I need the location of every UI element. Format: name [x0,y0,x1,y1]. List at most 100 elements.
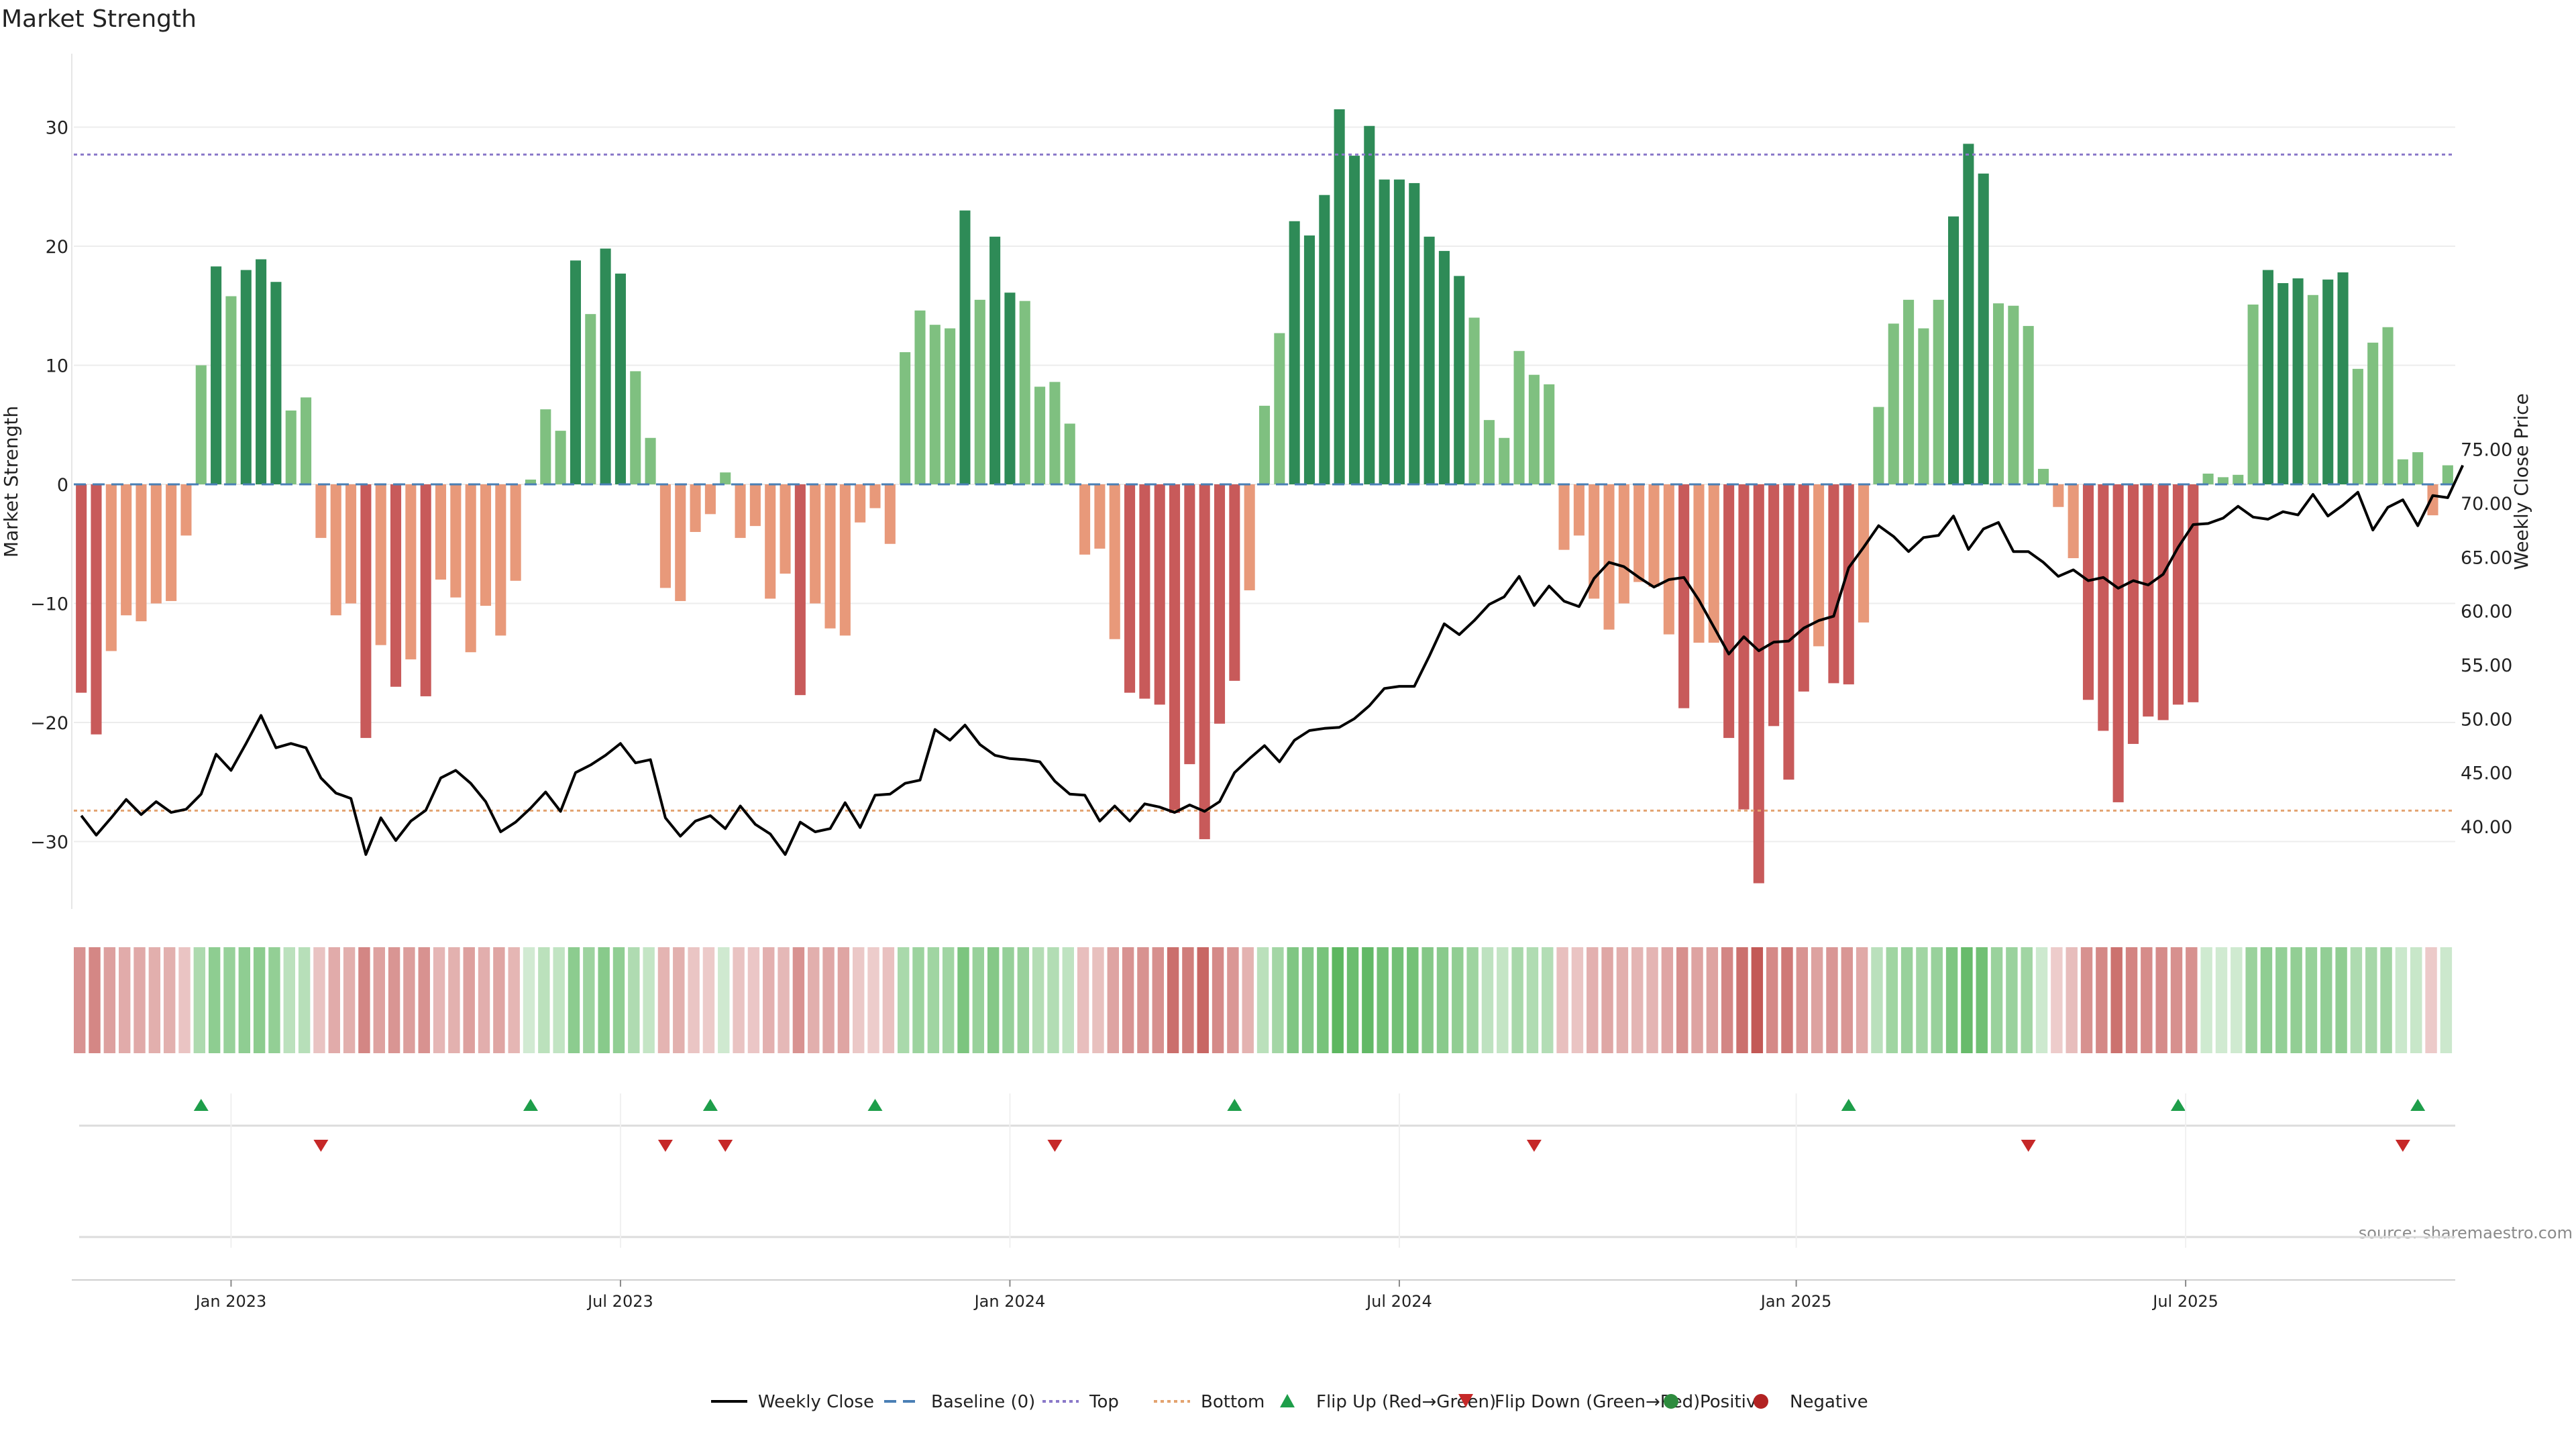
y-right-tick-label: 50.00 [2461,709,2512,730]
strength-bar [1903,299,1915,485]
heatmap-cell [2320,947,2332,1053]
flip-up-marker [2170,1099,2186,1111]
strength-bar [1393,179,1405,484]
legend-swatch-triangle-up [1280,1394,1295,1407]
strength-bar [1274,333,1285,484]
x-tick-label: Jan 2024 [973,1292,1046,1311]
heatmap-cell [822,947,835,1053]
strength-bar [1364,125,1375,485]
heatmap-cell [2365,947,2377,1053]
strength-bar [1169,484,1181,813]
strength-bar [150,484,162,604]
strength-bar [1753,484,1764,883]
y-axis-label-right: Weekly Close Price [2510,393,2532,570]
strength-bar [1963,144,1974,484]
strength-bar [2307,294,2318,484]
strength-bar [794,484,806,696]
flip-up-marker [2410,1099,2426,1111]
strength-bar [1124,484,1136,693]
heatmap-cell [927,947,940,1053]
strength-bar [256,259,267,484]
strength-bar [869,484,881,508]
strength-bar [2397,459,2408,484]
heatmap-cell [1900,947,1913,1053]
strength-bar [900,352,911,484]
strength-bar [1244,484,1255,590]
heatmap-cell [418,947,430,1053]
strength-bar [195,365,207,484]
legend-item-top: Top [1042,1392,1119,1412]
strength-bar [2367,342,2379,484]
strength-bar [1154,484,1165,705]
strength-bar [1663,484,1674,635]
y-left-tick-label: 30 [46,118,68,139]
heatmap-cell [1587,947,1599,1053]
heatmap-cell [1736,947,1748,1053]
heatmap-cell [2440,947,2453,1053]
heatmap-cell [1287,947,1299,1053]
heatmap-strip [74,947,2453,1053]
heatmap-cell [1346,947,1359,1053]
heatmap-cell [1436,947,1449,1053]
strength-bar [435,484,447,580]
strength-bar [824,484,836,629]
strength-bar [2247,304,2259,484]
heatmap-cell [2200,947,2212,1053]
chart-title: Market Strength [1,5,197,33]
legend-swatch-triangle-down [1458,1394,1473,1407]
heatmap-cell [1601,947,1613,1053]
heatmap-cell [1556,947,1568,1053]
strength-bar [2382,327,2394,484]
strength-bar [1708,484,1719,643]
strength-bar [1798,484,1809,692]
strength-bar [1723,484,1735,739]
strength-bar [105,484,117,651]
strength-bar [450,484,462,598]
heatmap-cell [612,947,625,1053]
heatmap-cell [2410,947,2422,1053]
y-left-tick-label: −10 [30,594,68,615]
flip-up-marker [1841,1099,1856,1111]
heatmap-cell [1631,947,1644,1053]
heatmap-cell [1301,947,1314,1053]
heatmap-cell [1212,947,1224,1053]
heatmap-cell [628,947,640,1053]
strength-bar [945,328,956,484]
heatmap-cell [2350,947,2363,1053]
heatmap-cell [118,947,131,1053]
strength-bar [1483,420,1495,484]
heatmap-cell [238,947,251,1053]
strength-bar [360,484,372,739]
flip-down-marker [313,1140,329,1152]
strength-bar [2143,484,2154,717]
strength-bar [345,484,357,604]
heatmap-cell [1886,947,1898,1053]
heatmap-cell [808,947,820,1053]
heatmap-cell [1242,947,1254,1053]
strength-bar [704,484,716,515]
legend-label: Top [1089,1392,1119,1412]
strength-bar [76,484,87,693]
strength-bar [2157,484,2169,720]
heatmap-cell [358,947,370,1053]
legend-item-bottom: Bottom [1154,1392,1265,1412]
heatmap-cell [2335,947,2347,1053]
strength-bar [1348,156,1360,484]
heatmap-cell [1976,947,1988,1053]
strength-bar [2202,474,2214,484]
heatmap-cell [1317,947,1329,1053]
strength-bar [2262,270,2273,484]
flip-down-marker [2021,1140,2036,1152]
strength-bar [1888,323,1899,485]
strength-bar [390,484,402,687]
flip-up-marker [702,1099,718,1111]
strength-bar [121,484,132,616]
heatmap-cell [448,947,460,1053]
strength-bar [1648,484,1660,587]
heatmap-cell [837,947,850,1053]
heatmap-cell [1751,947,1764,1053]
heatmap-cell [2110,947,2123,1053]
y-axis-label-left: Market Strength [0,406,22,557]
strength-bar [1094,484,1106,549]
